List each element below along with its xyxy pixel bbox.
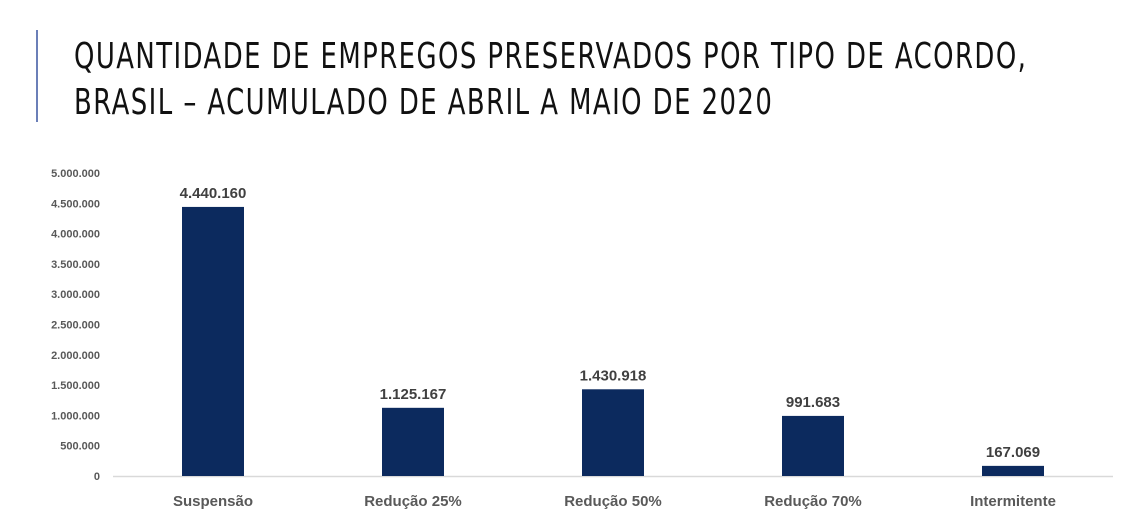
bars <box>182 206 1044 476</box>
y-tick-label: 1.000.000 <box>51 410 100 422</box>
bar <box>982 465 1044 476</box>
y-tick-label: 5.000.000 <box>51 168 100 180</box>
x-axis: Suspensão Redução 25% Redução 50% Redução 7… <box>173 493 1056 510</box>
y-tick-label: 1.500.000 <box>51 380 100 392</box>
y-tick-label: 3.000.000 <box>51 289 100 301</box>
chart-title-line-2: BRASIL – ACUMULADO DE ABRIL A MAIO DE 20… <box>74 82 774 123</box>
y-tick-label: 0 <box>94 471 100 483</box>
bar <box>582 389 644 476</box>
data-label: 4.440.160 <box>180 185 247 202</box>
y-tick-label: 3.500.000 <box>51 259 100 271</box>
x-tick-label: Suspensão <box>173 493 253 510</box>
bar <box>382 407 444 476</box>
chart-title: QUANTIDADE DE EMPREGOS PRESERVADOS POR T… <box>74 34 1027 126</box>
data-label: 1.125.167 <box>380 386 447 403</box>
data-label: 1.430.918 <box>580 367 647 384</box>
data-labels: 4.440.160 1.125.167 1.430.918 991.683 167.06… <box>180 185 1040 461</box>
x-tick-label: Redução 50% <box>564 493 662 510</box>
y-tick-label: 4.000.000 <box>51 229 100 241</box>
chart-title-line-1: QUANTIDADE DE EMPREGOS PRESERVADOS POR T… <box>74 36 1028 77</box>
data-label: 991.683 <box>786 394 840 411</box>
y-tick-label: 2.000.000 <box>51 350 100 362</box>
bar <box>782 415 844 476</box>
y-tick-label: 2.500.000 <box>51 320 100 332</box>
title-accent-rule <box>36 30 38 122</box>
x-tick-label: Redução 70% <box>764 493 862 510</box>
y-tick-label: 500.000 <box>60 441 100 453</box>
x-tick-label: Redução 25% <box>364 493 462 510</box>
x-tick-label: Intermitente <box>970 493 1056 510</box>
y-axis: 0 500.000 1.000.000 1.500.000 2.000.000 2.500… <box>51 168 100 483</box>
y-tick-label: 4.500.000 <box>51 198 100 210</box>
bar <box>182 206 244 476</box>
data-label: 167.069 <box>986 444 1040 461</box>
